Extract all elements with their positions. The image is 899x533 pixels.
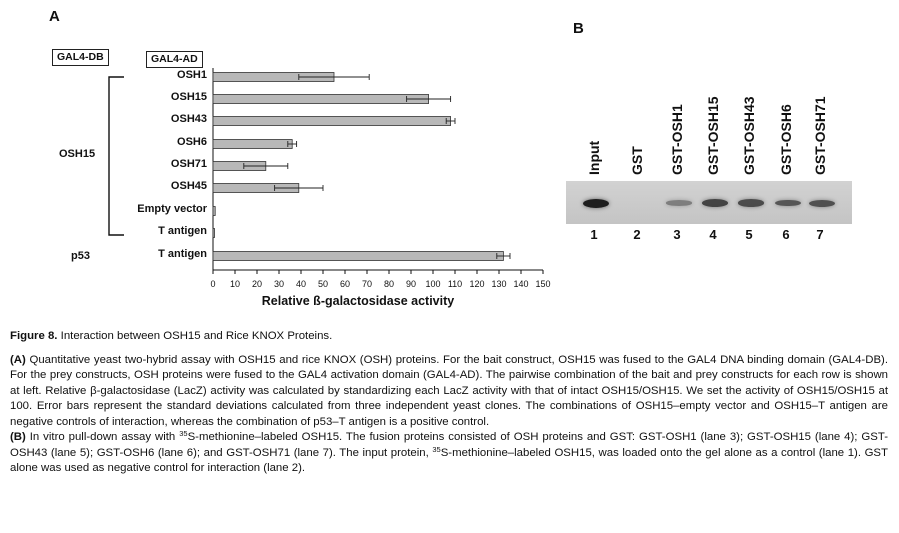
caption-b-text-2: S-methionine–labeled OSH15. The fusion p… [10,431,888,459]
group-label-osh15: OSH15 [59,148,96,160]
bar [212,139,293,149]
lane-number: 3 [673,227,681,242]
x-tick-label: 130 [491,279,506,289]
caption-b-text-3: S-methionine–labeled OSH15, was loaded o… [10,446,888,475]
lane-label: GST-OSH1 [669,104,685,175]
panel-a-letter: A [49,8,60,25]
gel-band [738,199,764,207]
lane-number: 6 [782,227,790,242]
gel-band [775,199,801,207]
row-label: T antigen [158,225,207,237]
caption-b-sup-2: 35 [432,444,441,454]
x-tick-label: 110 [448,279,462,289]
row-label: Empty vector [137,203,207,215]
lane-number: 2 [633,227,641,242]
caption-b-sup-1: 35 [179,429,188,438]
x-tick-label: 90 [406,279,416,289]
row-label: OSH43 [170,113,207,125]
gel-image [566,181,852,224]
figure-title: Interaction between OSH15 and Rice KNOX … [60,330,333,342]
lane-number: 4 [709,227,717,242]
caption-a-text: Quantitative yeast two-hybrid assay with… [10,353,889,428]
bar-chart: 0 10 20 30 40 50 60 70 80 90 100 110 120 130 140 150 Rel… [108,68,551,308]
caption-b-text-1: In vitro pull-down assay with [29,431,176,443]
caption-b: (B) In vitro pull-down assay with 35S-me… [10,430,888,477]
gel-band [583,198,609,208]
lane-label: GST [629,146,645,175]
lane-label: GST-OSH43 [741,96,757,175]
gal4-db-header: GAL4-DB [52,49,109,66]
caption-title: Figure 8. Interaction between OSH15 and … [10,329,888,345]
caption-a-label: (A) [10,353,26,366]
x-tick-label: 60 [340,279,350,289]
group-label-p53: p53 [71,250,90,262]
caption-a: (A) Quantitative yeast two-hybrid assay … [10,353,888,431]
x-tick-label: 100 [425,279,440,289]
lane-label: GST-OSH6 [778,104,794,175]
x-tick-label: 80 [384,279,394,289]
bar [212,228,215,238]
x-tick-label: 140 [513,279,528,289]
x-tick-label: 70 [362,279,372,289]
panel-b-letter: B [573,20,584,37]
x-axis-label: Relative ß-galactosidase activity [262,294,454,308]
figure-caption: Figure 8. Interaction between OSH15 and … [10,329,888,477]
x-tick-label: 40 [296,279,306,289]
row-label: T antigen [158,248,207,260]
lane-number: 5 [745,227,753,242]
bar [212,206,216,216]
x-tick-label: 10 [230,279,240,289]
row-label: OSH45 [170,180,207,192]
row-label: OSH15 [170,91,207,103]
gel-band [809,199,835,207]
x-tick-label: 50 [318,279,328,289]
gal4-ad-header: GAL4-AD [146,51,203,68]
row-label: OSH71 [170,158,207,170]
x-tick-label: 0 [210,279,215,289]
bar [212,94,430,104]
row-label: OSH6 [177,136,207,148]
osh15-bracket [108,76,124,236]
figure-label: Figure 8. [10,330,58,342]
x-tick-label: 120 [469,279,484,289]
lane-number: 1 [590,227,598,242]
gel-band [666,200,692,206]
x-tick-label: 30 [274,279,284,289]
caption-b-label: (B) [10,431,26,443]
x-tick-label: 150 [535,279,550,289]
lane-number: 7 [816,227,824,242]
row-label: OSH1 [177,69,207,81]
bar [212,251,504,261]
gel-band [702,199,728,207]
x-tick-label: 20 [252,279,262,289]
lane-label: Input [586,140,602,175]
lane-label: GST-OSH15 [705,96,721,175]
lane-label: GST-OSH71 [812,96,828,175]
bar [212,116,452,126]
